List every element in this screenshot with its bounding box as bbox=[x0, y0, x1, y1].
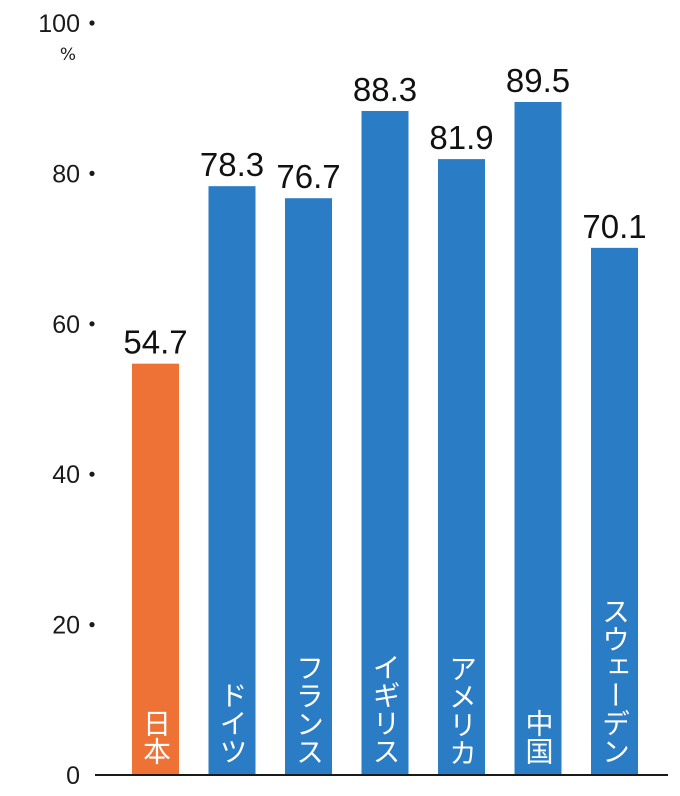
bar-group: 89.5 中国 bbox=[506, 62, 570, 775]
y-tick-label: 100 bbox=[38, 10, 80, 38]
bar-group: 70.1 スウェーデン bbox=[582, 208, 647, 775]
y-axis: 0 20 40 60 80 100 bbox=[38, 10, 95, 790]
bars: 54.7 日本 78.3 ドイツ 76.7 フランス 88.3 イギリス 81.9 アメリカ 89.… bbox=[123, 62, 647, 775]
bar-value-label: 76.7 bbox=[276, 158, 340, 195]
bar bbox=[438, 159, 485, 775]
bar-value-label: 81.9 bbox=[429, 119, 493, 156]
bar bbox=[132, 363, 179, 775]
bar-category-label: ドイツ bbox=[216, 681, 249, 765]
bar bbox=[208, 186, 256, 775]
bar bbox=[361, 110, 409, 775]
bar-category-label: スウェーデン bbox=[598, 597, 631, 765]
y-tick-dot bbox=[89, 471, 95, 477]
y-tick-label: 20 bbox=[52, 612, 80, 640]
bar-value-label: 89.5 bbox=[506, 62, 570, 99]
y-tick-label: 0 bbox=[66, 762, 80, 790]
bar-category-label: 中国 bbox=[522, 709, 555, 765]
bar-group: 78.3 ドイツ bbox=[200, 146, 264, 775]
y-tick-dot bbox=[89, 20, 95, 26]
y-tick-label: 60 bbox=[52, 311, 80, 339]
bar-group: 81.9 アメリカ bbox=[429, 119, 494, 775]
bar-group: 76.7 フランス bbox=[276, 158, 341, 775]
bar-value-label: 88.3 bbox=[353, 71, 417, 108]
y-tick-label: 40 bbox=[52, 461, 80, 489]
bar-group: 54.7 日本 bbox=[123, 324, 188, 775]
y-axis-unit: % bbox=[60, 45, 76, 65]
bar-category-label: アメリカ bbox=[445, 654, 478, 766]
bar bbox=[514, 101, 562, 775]
bar-category-label: 日本 bbox=[139, 709, 172, 765]
bar-category-label: フランス bbox=[292, 654, 325, 766]
y-tick-dot bbox=[89, 321, 95, 327]
bar-value-label: 70.1 bbox=[582, 208, 646, 245]
bar-value-label: 54.7 bbox=[123, 324, 187, 361]
y-tick-dot bbox=[89, 170, 95, 176]
y-tick-label: 80 bbox=[52, 160, 80, 188]
bar bbox=[285, 198, 332, 775]
bar-category-label: イギリス bbox=[369, 653, 402, 765]
bar-group: 88.3 イギリス bbox=[353, 71, 417, 775]
y-tick-dot bbox=[89, 622, 95, 628]
bar bbox=[591, 247, 638, 775]
bar-value-label: 78.3 bbox=[200, 146, 264, 183]
